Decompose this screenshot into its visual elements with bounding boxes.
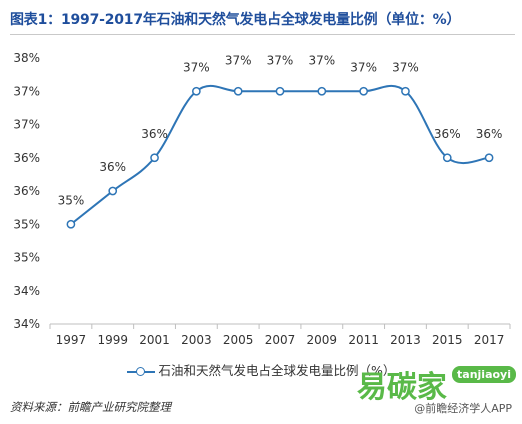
data-labels: 35% 36% 36% 37% 37% 37% 37% 37% 37% 36% 36% [58, 53, 503, 207]
y-tick-label: 36% [13, 184, 40, 198]
legend-line-marker [126, 366, 155, 377]
y-axis: 34% 34% 35% 35% 36% 36% 37% 37% 38% [13, 51, 40, 331]
x-tick-label: 2009 [307, 333, 338, 347]
x-axis: 1997 1999 2001 2003 2005 2007 2009 2011 2013 2015… [49, 323, 511, 347]
series-line [70, 84, 490, 226]
x-tick-label: 2005 [223, 333, 254, 347]
x-tick-label: 1999 [97, 333, 128, 347]
source-note: 资料来源：前瞻产业研究院整理 [10, 400, 171, 414]
data-point [359, 86, 368, 96]
x-tick-label: 2001 [139, 333, 170, 347]
data-label: 37% [350, 60, 377, 74]
x-tick-label: 2015 [432, 333, 463, 347]
data-label: 36% [99, 160, 126, 174]
data-point [192, 86, 201, 96]
data-points [66, 86, 494, 229]
x-tick-label: 2003 [181, 333, 212, 347]
data-point [401, 86, 410, 96]
y-tick-label: 35% [13, 217, 40, 231]
y-tick-label: 36% [13, 151, 40, 165]
logo-badge: tanjiaoyi [452, 366, 516, 383]
logo-text: 易碳家 [356, 370, 447, 405]
data-label: 37% [308, 53, 335, 67]
data-label: 37% [267, 53, 294, 67]
data-point [233, 86, 243, 96]
data-point [484, 153, 494, 163]
y-tick-label: 37% [13, 118, 40, 132]
data-point [317, 86, 327, 96]
x-tick-label: 1997 [56, 333, 87, 347]
y-tick-label: 34% [13, 317, 40, 331]
data-label: 36% [476, 127, 503, 141]
title-divider [10, 34, 515, 35]
y-tick-label: 34% [13, 284, 40, 298]
chart-title: 图表1：1997-2017年石油和天然气发电占全球发电量比例（单位：%） [10, 12, 461, 28]
data-label: 37% [392, 60, 419, 74]
y-tick-label: 35% [13, 251, 40, 265]
y-tick-label: 37% [13, 84, 40, 98]
data-point [108, 186, 118, 196]
data-label: 37% [183, 60, 210, 74]
data-point [442, 153, 452, 163]
x-tick-label: 2017 [474, 333, 505, 347]
data-point [66, 219, 76, 229]
data-point [275, 86, 285, 96]
legend-label: 石油和天然气发电占全球发电量比例（%） [158, 363, 396, 378]
data-label: 36% [141, 127, 168, 141]
x-tick-label: 2011 [348, 333, 379, 347]
data-label: 35% [58, 193, 85, 207]
x-tick-label: 2007 [265, 333, 296, 347]
x-tick-label: 2013 [390, 333, 421, 347]
legend: 石油和天然气发电占全球发电量比例（%） [0, 360, 522, 379]
credit-text: @前瞻经济学人APP [414, 402, 512, 415]
data-point [150, 153, 159, 163]
data-label: 36% [434, 127, 461, 141]
logo: 易碳家 tanjiaoyi [357, 362, 516, 406]
data-label: 37% [225, 53, 252, 67]
y-tick-label: 38% [13, 51, 40, 65]
